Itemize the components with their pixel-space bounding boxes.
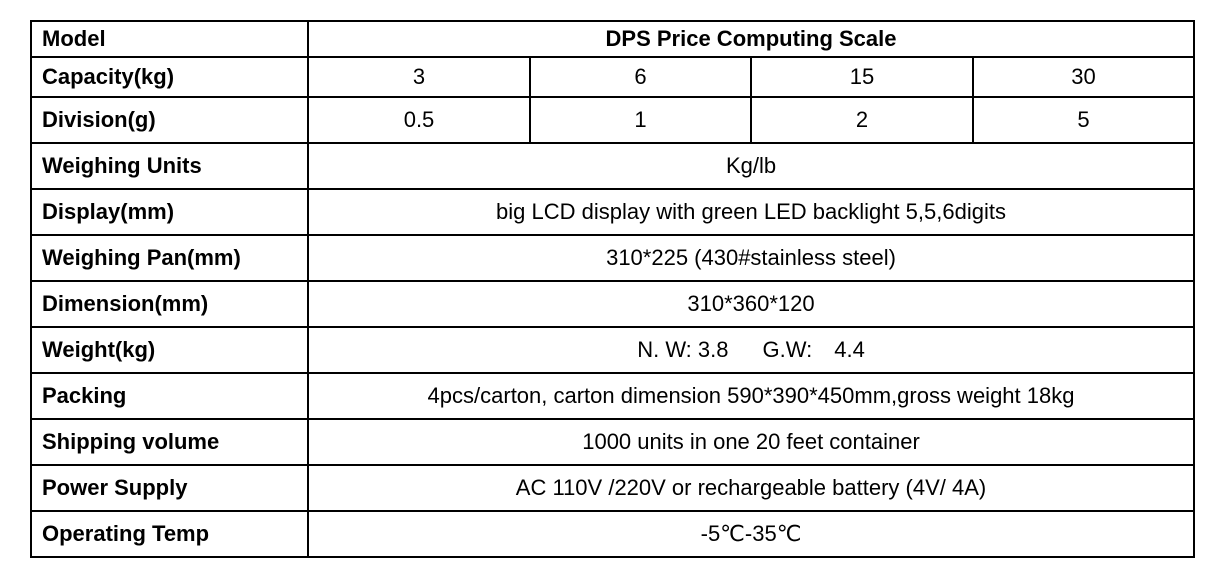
weight-value: N. W: 3.8 G.W: 4.4 [306,326,1196,374]
operating-temp-value: -5℃-35℃ [306,510,1196,558]
model-value: DPS Price Computing Scale [306,20,1196,58]
table-row-dimension: Dimension(mm) 310*360*120 [30,280,1196,328]
division-cell: 1 [529,96,752,144]
net-weight: N. W: 3.8 [637,337,729,362]
row-label-power-supply: Power Supply [30,464,309,512]
power-supply-value: AC 110V /220V or rechargeable battery (4… [306,464,1196,512]
capacity-cell: 15 [750,56,974,98]
gross-weight-value: 4.4 [834,337,865,362]
row-label-dimension: Dimension(mm) [30,280,309,328]
weighing-units-value: Kg/lb [306,142,1196,190]
table-row-model: Model DPS Price Computing Scale [30,20,1196,58]
display-value: big LCD display with green LED backlight… [306,188,1196,236]
row-label-weighing-units: Weighing Units [30,142,309,190]
weighing-pan-value: 310*225 (430#stainless steel) [306,234,1196,282]
packing-value: 4pcs/carton, carton dimension 590*390*45… [306,372,1196,420]
division-cell: 5 [971,96,1196,144]
row-label-shipping-volume: Shipping volume [30,418,309,466]
capacity-cell: 3 [307,56,531,98]
row-label-display: Display(mm) [30,188,309,236]
row-label-weight: Weight(kg) [30,326,309,374]
row-label-model: Model [30,20,309,58]
table-row-weight: Weight(kg) N. W: 3.8 G.W: 4.4 [30,326,1196,374]
table-row-weighing-pan: Weighing Pan(mm) 310*225 (430#stainless … [30,234,1196,282]
capacity-cell: 30 [971,56,1196,98]
division-cell: 2 [750,96,974,144]
row-label-packing: Packing [30,372,309,420]
shipping-volume-value: 1000 units in one 20 feet container [306,418,1196,466]
row-label-operating-temp: Operating Temp [30,510,309,558]
table-row-packing: Packing 4pcs/carton, carton dimension 59… [30,372,1196,420]
table-row-power-supply: Power Supply AC 110V /220V or rechargeab… [30,464,1196,512]
table-row-shipping-volume: Shipping volume 1000 units in one 20 fee… [30,418,1196,466]
table-row-division: Division(g) 0.5 1 2 5 [30,96,1196,144]
capacity-cell: 6 [529,56,752,98]
spec-table: Model DPS Price Computing Scale Capacity… [30,20,1196,558]
row-label-weighing-pan: Weighing Pan(mm) [30,234,309,282]
division-cell: 0.5 [307,96,531,144]
dimension-value: 310*360*120 [306,280,1196,328]
gross-weight-label: G.W: [762,337,813,362]
table-row-display: Display(mm) big LCD display with green L… [30,188,1196,236]
table-row-operating-temp: Operating Temp -5℃-35℃ [30,510,1196,558]
row-label-capacity: Capacity(kg) [30,56,309,98]
table-row-capacity: Capacity(kg) 3 6 15 30 [30,56,1196,98]
table-row-weighing-units: Weighing Units Kg/lb [30,142,1196,190]
row-label-division: Division(g) [30,96,309,144]
